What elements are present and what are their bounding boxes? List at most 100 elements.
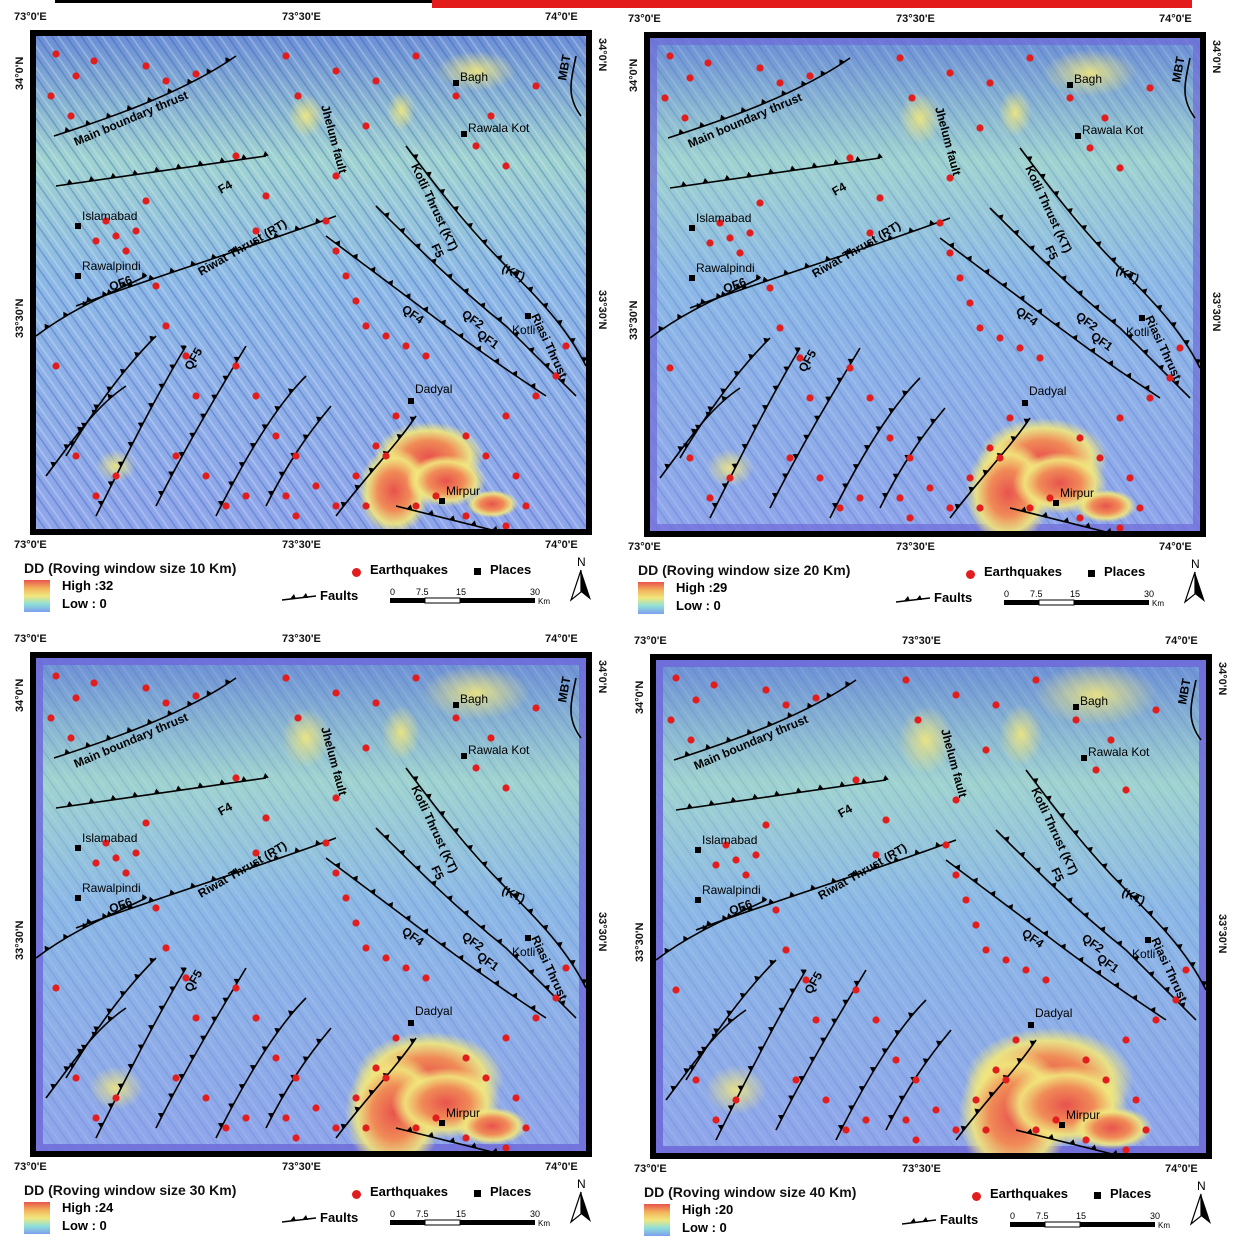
thrust-tick xyxy=(233,356,240,362)
earthquake-point xyxy=(472,764,480,772)
lat-label-right-34: 34°0'N xyxy=(1210,40,1222,74)
thrust-tick xyxy=(1201,981,1206,987)
thrust-tick xyxy=(1039,173,1046,180)
lon-label-bottom-mid: 73°30'E xyxy=(282,1161,321,1173)
thrust-tick xyxy=(50,1083,57,1090)
place-labels: Bagh Rawala Kot Islamabad Rawalpindi Kotli Da… xyxy=(82,692,535,1120)
place-marker xyxy=(453,80,459,86)
fault-line xyxy=(675,779,887,811)
thrust-tick xyxy=(1069,1139,1076,1145)
thrust-tick xyxy=(1095,969,1102,976)
fault-line xyxy=(405,767,586,989)
earthquake-point xyxy=(726,234,734,242)
thrust-tick xyxy=(1029,245,1035,251)
thrust-tick xyxy=(368,467,375,474)
thrust-tick xyxy=(727,912,733,919)
density-map[interactable]: Main boundary thrust MBT Jhelum fault Kotli… xyxy=(36,36,586,529)
density-map[interactable]: Main boundary thrust MBT Jhelum fault Kotli… xyxy=(650,38,1200,531)
thrust-tick xyxy=(762,276,769,283)
earthquake-point xyxy=(462,1134,470,1142)
thrust-tick xyxy=(399,849,406,856)
earthquake-point xyxy=(812,1016,820,1024)
thrust-tick xyxy=(768,898,775,905)
earthquake-point xyxy=(162,944,170,952)
earthquake-points xyxy=(661,52,1184,531)
earthquake-point xyxy=(72,452,80,460)
thrust-tick xyxy=(1025,917,1031,923)
thrust-tick xyxy=(44,945,50,952)
earthquake-point xyxy=(172,452,180,460)
earthquake-point xyxy=(122,247,130,255)
thrust-tick xyxy=(898,1095,905,1101)
thrust-tick xyxy=(814,415,820,421)
fault-line xyxy=(325,235,547,397)
thrust-tick xyxy=(1090,1144,1097,1151)
thrust-tick xyxy=(794,347,801,353)
thrust-tick xyxy=(396,1055,403,1062)
thrust-tick xyxy=(1048,1133,1054,1140)
density-map[interactable]: Main boundary thrust MBT Jhelum fault Kotli… xyxy=(36,658,586,1151)
thrust-tick xyxy=(422,928,429,935)
earthquake-point xyxy=(522,502,530,510)
earthquake-points xyxy=(47,50,570,529)
thrust-tick xyxy=(727,1017,734,1024)
place-label: Islamabad xyxy=(696,211,751,225)
thrust-tick xyxy=(513,953,519,960)
earthquake-point xyxy=(972,921,980,929)
scale-tick-30: 30 xyxy=(1150,1211,1160,1221)
place-label: Bagh xyxy=(1074,72,1102,86)
lat-label-right-3330: 33°30'N xyxy=(596,912,608,952)
earthquake-point xyxy=(1002,956,1010,964)
earthquake-point xyxy=(872,1016,880,1024)
fault-label: MBT xyxy=(1175,677,1193,706)
thrust-tick xyxy=(512,270,518,277)
fault-line xyxy=(335,415,417,517)
north-arrow-icon: N xyxy=(1183,558,1205,604)
north-arrow-icon: N xyxy=(569,1178,591,1224)
earthquake-point xyxy=(532,392,540,400)
thrust-tick xyxy=(1023,418,1030,424)
fault-line xyxy=(55,777,267,809)
legend-high: High :32 xyxy=(62,578,114,593)
density-map[interactable]: Main boundary thrust MBT Jhelum fault Kotli… xyxy=(656,660,1206,1153)
thrust-tick xyxy=(496,316,503,323)
earthquake-point xyxy=(232,984,240,992)
thrust-tick xyxy=(966,255,972,262)
earthquakes-label: Earthquakes xyxy=(990,1186,1069,1201)
thrust-tick xyxy=(1019,295,1025,301)
thrust-tick xyxy=(119,990,126,997)
thrust-tick xyxy=(262,773,269,779)
thrust-tick xyxy=(513,331,519,338)
place-label: Dadyal xyxy=(415,1004,452,1018)
thrust-tick xyxy=(670,1085,677,1092)
earthquake-point xyxy=(312,482,320,490)
thrust-tick xyxy=(694,424,701,431)
earthquake-point xyxy=(946,504,954,512)
thrust-tick xyxy=(1147,910,1154,917)
earthquake-point xyxy=(932,1106,940,1114)
thrust-tick xyxy=(846,248,852,255)
thrust-tick xyxy=(334,862,341,869)
thrust-tick xyxy=(512,892,518,899)
thrust-tick xyxy=(1158,364,1164,371)
legend-low: Low : 0 xyxy=(676,598,721,613)
thrust-tick xyxy=(228,1103,234,1109)
thrust-tick xyxy=(117,461,124,467)
place-label: Mirpur xyxy=(446,484,480,498)
thrust-tick xyxy=(134,351,140,358)
fault-line xyxy=(395,1127,492,1151)
thrust-tick xyxy=(425,793,432,800)
thrust-tick xyxy=(747,905,754,912)
thrust-tick xyxy=(180,345,187,351)
thrust-tick xyxy=(948,242,955,249)
earthquake-point xyxy=(142,819,150,827)
place-marker xyxy=(689,275,695,281)
thrust-tick xyxy=(721,290,727,297)
thrust-tick xyxy=(228,481,234,487)
lon-label-bottom-mid: 73°30'E xyxy=(902,1163,941,1175)
thrust-tick xyxy=(1133,955,1139,962)
faults-label: Faults xyxy=(940,1212,979,1227)
fault-ticks xyxy=(658,59,1200,531)
earthquake-symbol xyxy=(966,570,975,579)
